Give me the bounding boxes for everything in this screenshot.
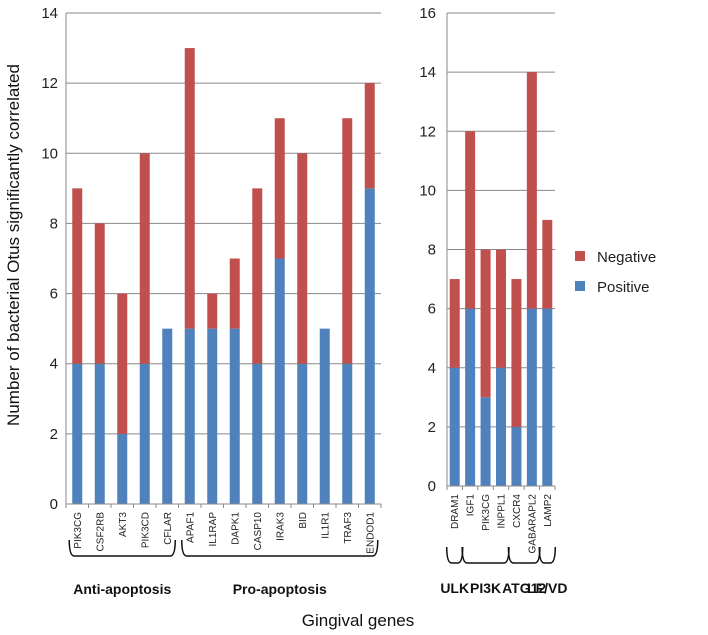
- group-label: PI3K: [470, 580, 501, 596]
- legend-label: Negative: [597, 249, 656, 266]
- bar-positive: [542, 308, 553, 486]
- category-label: TRAF3: [343, 512, 354, 544]
- bar-positive: [117, 433, 128, 504]
- bar-negative: [94, 223, 105, 364]
- category-label: PIK3CD: [140, 512, 151, 548]
- group-label: Pro-apoptosis: [233, 581, 327, 597]
- y-tick-label: 2: [50, 426, 58, 443]
- y-tick-label: 4: [50, 356, 58, 373]
- bar-negative: [117, 293, 128, 434]
- group-label: LF/VD: [527, 580, 567, 596]
- y-tick-label: 2: [428, 419, 436, 436]
- bar-negative: [207, 293, 218, 329]
- bar-negative: [184, 48, 195, 329]
- bar-negative: [139, 153, 150, 364]
- bar-negative: [297, 153, 308, 364]
- bar-negative: [526, 72, 537, 309]
- bar-positive: [319, 328, 330, 504]
- bar-positive: [162, 328, 173, 504]
- category-label: BID: [298, 512, 309, 529]
- bar-negative: [252, 188, 263, 364]
- group-label: Anti-apoptosis: [73, 581, 171, 597]
- category-label: IL1RAP: [208, 512, 219, 547]
- legend-swatch-positive: [575, 281, 585, 291]
- bar-positive: [72, 363, 83, 504]
- bar-negative: [465, 131, 476, 309]
- category-label: IRAK3: [275, 512, 286, 541]
- bar-positive: [526, 308, 537, 486]
- y-tick-label: 0: [428, 478, 436, 495]
- category-label: DRAM1: [450, 494, 461, 529]
- bar-negative: [496, 249, 506, 368]
- bar-positive: [511, 426, 522, 486]
- legend-label: Positive: [597, 279, 650, 296]
- x-axis-label: Gingival genes: [302, 611, 414, 630]
- bar-negative: [342, 118, 353, 364]
- category-label: CFLAR: [163, 512, 174, 545]
- bar-negative: [364, 83, 375, 189]
- group-bracket: [538, 546, 557, 564]
- y-tick-label: 8: [50, 215, 58, 232]
- category-label: CXCR4: [512, 494, 523, 528]
- bar-positive: [94, 363, 105, 504]
- category-label: PIK3CG: [73, 512, 84, 549]
- chart-panel-autophagy: 0 2 4 6 8 10 12 14 16 DRAM1 IGF1 PIK3CG INPPL1 CXCR4 G…: [419, 5, 567, 596]
- bar-negative: [511, 279, 522, 427]
- group-bracket: [461, 546, 510, 564]
- category-label: APAF1: [185, 512, 196, 543]
- category-label: ENDOD1: [365, 512, 376, 554]
- category-label: INPPL1: [497, 494, 508, 529]
- y-tick-label: 12: [41, 75, 58, 92]
- y-tick-label: 14: [419, 64, 436, 81]
- legend-swatch-negative: [575, 251, 585, 261]
- bar-positive: [297, 363, 308, 504]
- category-label: PIK3CG: [481, 494, 492, 531]
- bar-positive: [480, 397, 491, 486]
- y-tick-label: 8: [428, 242, 436, 259]
- y-tick-label: 14: [41, 5, 58, 22]
- y-tick-label: 6: [428, 301, 436, 318]
- bar-positive: [364, 188, 375, 504]
- bar-positive: [184, 328, 195, 504]
- category-label: DAPK1: [230, 512, 241, 545]
- group-bracket: [68, 539, 176, 557]
- bar-positive: [229, 328, 240, 504]
- bar-negative: [542, 219, 553, 309]
- y-tick-label: 10: [41, 145, 58, 162]
- bar-negative: [229, 258, 240, 329]
- y-axis-label: Number of bacterial Otus significantly c…: [4, 64, 23, 426]
- y-tick-label: 10: [419, 182, 436, 199]
- group-bracket: [181, 539, 379, 557]
- y-tick-label: 0: [50, 496, 58, 513]
- bar-positive: [252, 363, 263, 504]
- bar-positive: [139, 363, 150, 504]
- bar-positive: [449, 367, 460, 486]
- bar-negative: [449, 279, 460, 368]
- category-label: IL1R1: [320, 512, 331, 539]
- category-label: IGF1: [466, 494, 477, 517]
- group-label: ATG12: [502, 580, 546, 596]
- bar-negative: [274, 118, 285, 259]
- y-tick-label: 12: [419, 123, 436, 140]
- group-label: ULK: [440, 580, 469, 596]
- bar-positive: [496, 367, 506, 486]
- category-label: LAMP2: [543, 494, 554, 527]
- bar-positive: [465, 308, 476, 486]
- bar-positive: [207, 328, 218, 504]
- category-label: CSF2RB: [95, 512, 106, 552]
- chart-panel-apoptosis: 0 2 4 6 8 10 12 14 PIK3CG CSF2RB AKT3 PIK3CD CFLAR AP…: [41, 5, 382, 597]
- legend: Negative Positive: [575, 249, 656, 296]
- y-tick-label: 16: [419, 5, 436, 22]
- group-bracket: [445, 546, 464, 564]
- category-label: AKT3: [118, 512, 129, 537]
- category-label: GABARAPL2: [527, 494, 538, 554]
- bar-positive: [342, 363, 353, 504]
- bar-positive: [274, 258, 285, 504]
- bar-negative: [480, 249, 491, 398]
- y-tick-label: 6: [50, 286, 58, 303]
- bar-negative: [72, 188, 83, 364]
- category-label: CASP10: [253, 512, 264, 551]
- y-tick-label: 4: [428, 360, 436, 377]
